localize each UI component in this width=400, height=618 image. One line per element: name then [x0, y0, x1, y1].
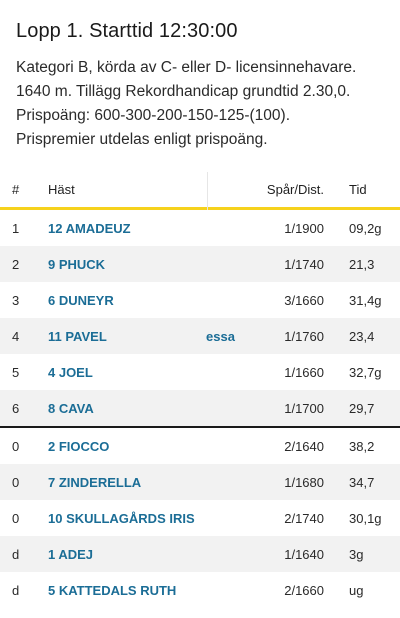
table-row: d 5 KATTEDALS RUTH 2/1660 ug: [0, 572, 400, 608]
table-row: 0 2 FIOCCO 2/1640 38,2: [0, 428, 400, 464]
row-time: 23,4: [349, 328, 375, 344]
table-row: d 1 ADEJ 1/1640 3g: [0, 536, 400, 572]
race-header: Lopp 1. Starttid 12:30:00 Kategori B, kö…: [0, 0, 400, 152]
row-track-distance: 2/1740: [284, 510, 324, 526]
row-time: 32,7g: [349, 364, 382, 380]
row-number: 5: [12, 364, 20, 380]
row-time: 21,3: [349, 256, 375, 272]
table-row: 3 6 DUNEYR 3/1660 31,4g: [0, 282, 400, 318]
horse-link[interactable]: 7 ZINDERELLA: [48, 474, 142, 490]
table-row: 2 9 PHUCK 1/1740 21,3: [0, 246, 400, 282]
row-number: 3: [12, 292, 20, 308]
row-time: 34,7: [349, 474, 375, 490]
table-row: 0 10 SKULLAGÅRDS IRIS 2/1740 30,1g: [0, 500, 400, 536]
horse-link[interactable]: 4 JOEL: [48, 364, 93, 380]
horse-link[interactable]: 12 AMADEUZ: [48, 220, 131, 236]
row-time: 38,2: [349, 438, 375, 454]
table-row: 1 12 AMADEUZ 1/1900 09,2g: [0, 210, 400, 246]
table-row: 4 11 PAVEL essa 1/1760 23,4: [0, 318, 400, 354]
header-time: Tid: [349, 182, 367, 197]
header-number: #: [12, 182, 20, 197]
horse-link[interactable]: 10 SKULLAGÅRDS IRIS: [48, 510, 195, 526]
row-number: d: [12, 582, 20, 598]
header-track-distance: Spår/Dist.: [266, 182, 324, 197]
row-track-distance: 1/1900: [284, 220, 324, 236]
row-time: ug: [349, 582, 364, 598]
horse-link[interactable]: 8 CAVA: [48, 400, 94, 416]
header-horse: Häst: [48, 182, 75, 197]
race-title: Lopp 1. Starttid 12:30:00: [16, 20, 238, 42]
row-track-distance: 1/1740: [284, 256, 324, 272]
horse-link[interactable]: 9 PHUCK: [48, 256, 106, 272]
race-category-line: Kategori B, körda av C- eller D- licensi…: [16, 59, 357, 76]
row-time: 3g: [349, 546, 364, 562]
row-track-distance: 1/1640: [284, 546, 324, 562]
row-track-distance: 2/1640: [284, 438, 324, 454]
row-time: 29,7: [349, 400, 375, 416]
horse-link[interactable]: 5 KATTEDALS RUTH: [48, 582, 177, 598]
row-time: 09,2g: [349, 220, 382, 236]
row-time: 31,4g: [349, 292, 382, 308]
race-description: Kategori B, körda av C- eller D- licensi…: [16, 56, 384, 152]
horse-link[interactable]: 11 PAVEL: [48, 328, 107, 344]
results-table: # Häst Spår/Dist. Tid 1 12 AMADEUZ 1/190…: [0, 172, 400, 608]
horse-link[interactable]: 6 DUNEYR: [48, 292, 114, 308]
header-divider: [207, 172, 208, 210]
row-time: 30,1g: [349, 510, 382, 526]
row-number: 0: [12, 438, 20, 454]
table-row: 0 7 ZINDERELLA 1/1680 34,7: [0, 464, 400, 500]
row-number: d: [12, 546, 20, 562]
row-number: 4: [12, 328, 20, 344]
row-number: 1: [12, 220, 20, 236]
row-track-distance: 3/1660: [284, 292, 324, 308]
row-track-distance: 2/1660: [284, 582, 324, 598]
placement-separator: [0, 426, 400, 428]
row-track-distance: 1/1700: [284, 400, 324, 416]
row-number: 0: [12, 510, 20, 526]
horse-name-overflow: essa: [206, 328, 235, 344]
race-prize-line: Prispremier utdelas enligt prispoäng.: [16, 131, 268, 148]
table-header: # Häst Spår/Dist. Tid: [0, 172, 400, 210]
row-number: 6: [12, 400, 20, 416]
table-row: 5 4 JOEL 1/1660 32,7g: [0, 354, 400, 390]
row-track-distance: 1/1680: [284, 474, 324, 490]
race-distance-line: 1640 m. Tillägg Rekordhandicap grundtid …: [16, 83, 351, 100]
race-points-line: Prispoäng: 600-300-200-150-125-(100).: [16, 107, 291, 124]
row-track-distance: 1/1760: [284, 328, 324, 344]
table-row: 6 8 CAVA 1/1700 29,7: [0, 390, 400, 426]
row-number: 0: [12, 474, 20, 490]
horse-link[interactable]: 1 ADEJ: [48, 546, 94, 562]
horse-link[interactable]: 2 FIOCCO: [48, 438, 110, 454]
row-track-distance: 1/1660: [284, 364, 324, 380]
row-number: 2: [12, 256, 20, 272]
